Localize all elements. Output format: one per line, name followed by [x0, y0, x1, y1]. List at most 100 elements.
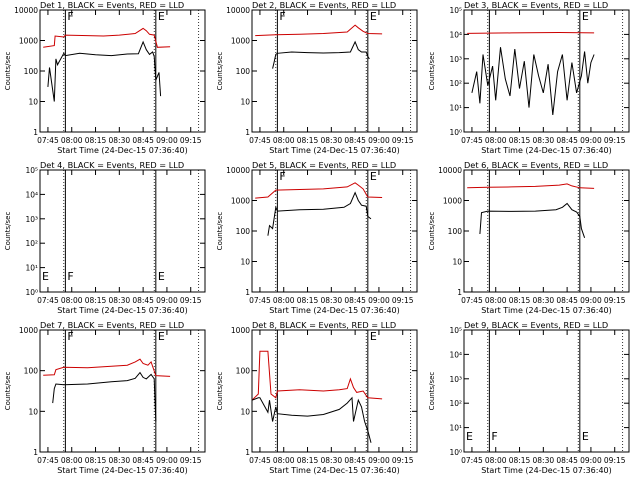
lld-series-line [467, 31, 595, 34]
detector-panel-1: Det 1, BLACK = Events, RED = LLD 1 10 100 10… [4, 0, 206, 155]
x-tick-label: 09:00 [368, 296, 390, 305]
marker-e-left: E [466, 430, 473, 443]
y-tick-label: 10⁵ [449, 6, 462, 15]
x-tick-label: 07:45 [37, 136, 59, 145]
marker-f: F [67, 270, 73, 283]
y-tick-label: 10⁴ [25, 190, 38, 199]
y-axis-label: Counts/sec [428, 52, 436, 91]
plot-frame [39, 169, 206, 293]
y-tick-label: 100 [236, 67, 251, 76]
y-tick-label: 10² [25, 239, 38, 248]
y-tick-label: 1 [245, 128, 250, 137]
x-tick-label: 08:45 [132, 296, 154, 305]
x-tick-label: 08:45 [556, 136, 578, 145]
panel-title: Det 3, BLACK = Events, RED = LLD [464, 0, 608, 10]
marker-e: E [370, 330, 377, 343]
y-tick-label: 100 [24, 67, 39, 76]
x-tick-label: 08:45 [556, 456, 578, 465]
x-tick-label: 07:45 [461, 456, 483, 465]
y-tick-label: 10⁰ [449, 448, 462, 457]
x-tick-label: 09:00 [368, 136, 390, 145]
x-tick-label: 08:00 [273, 296, 295, 305]
panel-title: Det 5, BLACK = Events, RED = LLD [252, 160, 396, 170]
x-tick-label: 08:15 [297, 296, 319, 305]
x-tick-label: 08:30 [321, 456, 343, 465]
events-series-line [251, 396, 372, 443]
panel-title: Det 2, BLACK = Events, RED = LLD [252, 0, 396, 10]
x-tick-label: 08:15 [85, 136, 107, 145]
plot-frame [463, 9, 630, 133]
x-tick-label: 09:15 [392, 456, 414, 465]
events-series-line [272, 40, 370, 69]
detector-panel-2: Det 2, BLACK = Events, RED = LLD 1 10 100 10… [216, 0, 418, 155]
y-axis-label: Counts/sec [216, 372, 224, 411]
x-tick-label: 08:30 [321, 296, 343, 305]
x-tick-label: 08:30 [533, 296, 555, 305]
panel-title: Det 6, BLACK = Events, RED = LLD [464, 160, 608, 170]
y-axis-label: Counts/sec [428, 372, 436, 411]
x-tick-label: 09:00 [580, 456, 602, 465]
lld-series-line [251, 350, 383, 401]
y-tick-label: 10¹ [449, 104, 462, 113]
detector-panel-4: Det 4, BLACK = Events, RED = LLD 10⁰ 10¹ 10… [4, 160, 206, 315]
x-tick-label: 09:15 [180, 456, 202, 465]
lld-series-line [255, 24, 383, 37]
x-axis-label: Start Time (24-Dec-15 07:36:40) [57, 306, 188, 315]
x-tick-label: 08:00 [273, 136, 295, 145]
x-axis-label: Start Time (24-Dec-15 07:36:40) [57, 146, 188, 155]
y-tick-label: 10000 [14, 6, 38, 15]
y-tick-label: 100 [236, 367, 251, 376]
y-tick-label: 1 [245, 288, 250, 297]
y-tick-label: 1000 [19, 37, 38, 46]
panel-title: Det 9, BLACK = Events, RED = LLD [464, 320, 608, 330]
y-tick-label: 10² [449, 79, 462, 88]
y-tick-label: 1000 [19, 326, 38, 335]
y-tick-label: 10 [452, 258, 462, 267]
y-tick-label: 10000 [226, 166, 250, 175]
marker-f: F [279, 10, 285, 23]
x-axis-label: Start Time (24-Dec-15 07:36:40) [269, 306, 400, 315]
y-tick-label: 10² [449, 399, 462, 408]
x-tick-label: 08:00 [61, 456, 83, 465]
x-tick-label: 08:30 [109, 136, 131, 145]
x-tick-label: 09:00 [156, 456, 178, 465]
y-tick-label: 10⁰ [449, 128, 462, 137]
y-tick-label: 1000 [231, 326, 250, 335]
x-tick-label: 08:30 [321, 136, 343, 145]
x-tick-label: 09:00 [156, 296, 178, 305]
x-tick-label: 08:30 [533, 456, 555, 465]
x-tick-label: 08:15 [509, 456, 531, 465]
x-tick-label: 09:15 [180, 296, 202, 305]
y-tick-label: 1 [33, 448, 38, 457]
y-tick-label: 1000 [231, 37, 250, 46]
events-series-line [479, 202, 586, 238]
lld-series-line [467, 183, 595, 189]
y-tick-label: 10⁴ [449, 350, 462, 359]
marker-e-left: E [42, 270, 49, 283]
lld-series-line [255, 182, 383, 199]
x-tick-label: 08:30 [533, 136, 555, 145]
panel-title: Det 4, BLACK = Events, RED = LLD [40, 160, 184, 170]
x-tick-label: 09:15 [392, 296, 414, 305]
marker-f: F [279, 170, 285, 183]
x-tick-label: 08:45 [132, 136, 154, 145]
x-tick-label: 08:30 [109, 456, 131, 465]
y-tick-label: 1000 [231, 197, 250, 206]
events-series-line [267, 191, 372, 236]
plot-frame [39, 329, 206, 453]
x-axis-label: Start Time (24-Dec-15 07:36:40) [481, 466, 612, 475]
y-tick-label: 1 [457, 288, 462, 297]
y-axis-label: Counts/sec [4, 212, 12, 251]
x-tick-label: 08:15 [85, 456, 107, 465]
x-axis-label: Start Time (24-Dec-15 07:36:40) [57, 466, 188, 475]
marker-e: E [370, 10, 377, 23]
plot-frame [463, 329, 630, 453]
marker-f: F [67, 330, 73, 343]
x-axis-label: Start Time (24-Dec-15 07:36:40) [269, 466, 400, 475]
x-tick-label: 08:15 [509, 136, 531, 145]
x-tick-label: 08:00 [485, 296, 507, 305]
detector-panel-6: Det 6, BLACK = Events, RED = LLD 1 10 100 10… [428, 160, 630, 315]
x-tick-label: 07:45 [249, 296, 271, 305]
x-tick-label: 09:15 [604, 296, 626, 305]
